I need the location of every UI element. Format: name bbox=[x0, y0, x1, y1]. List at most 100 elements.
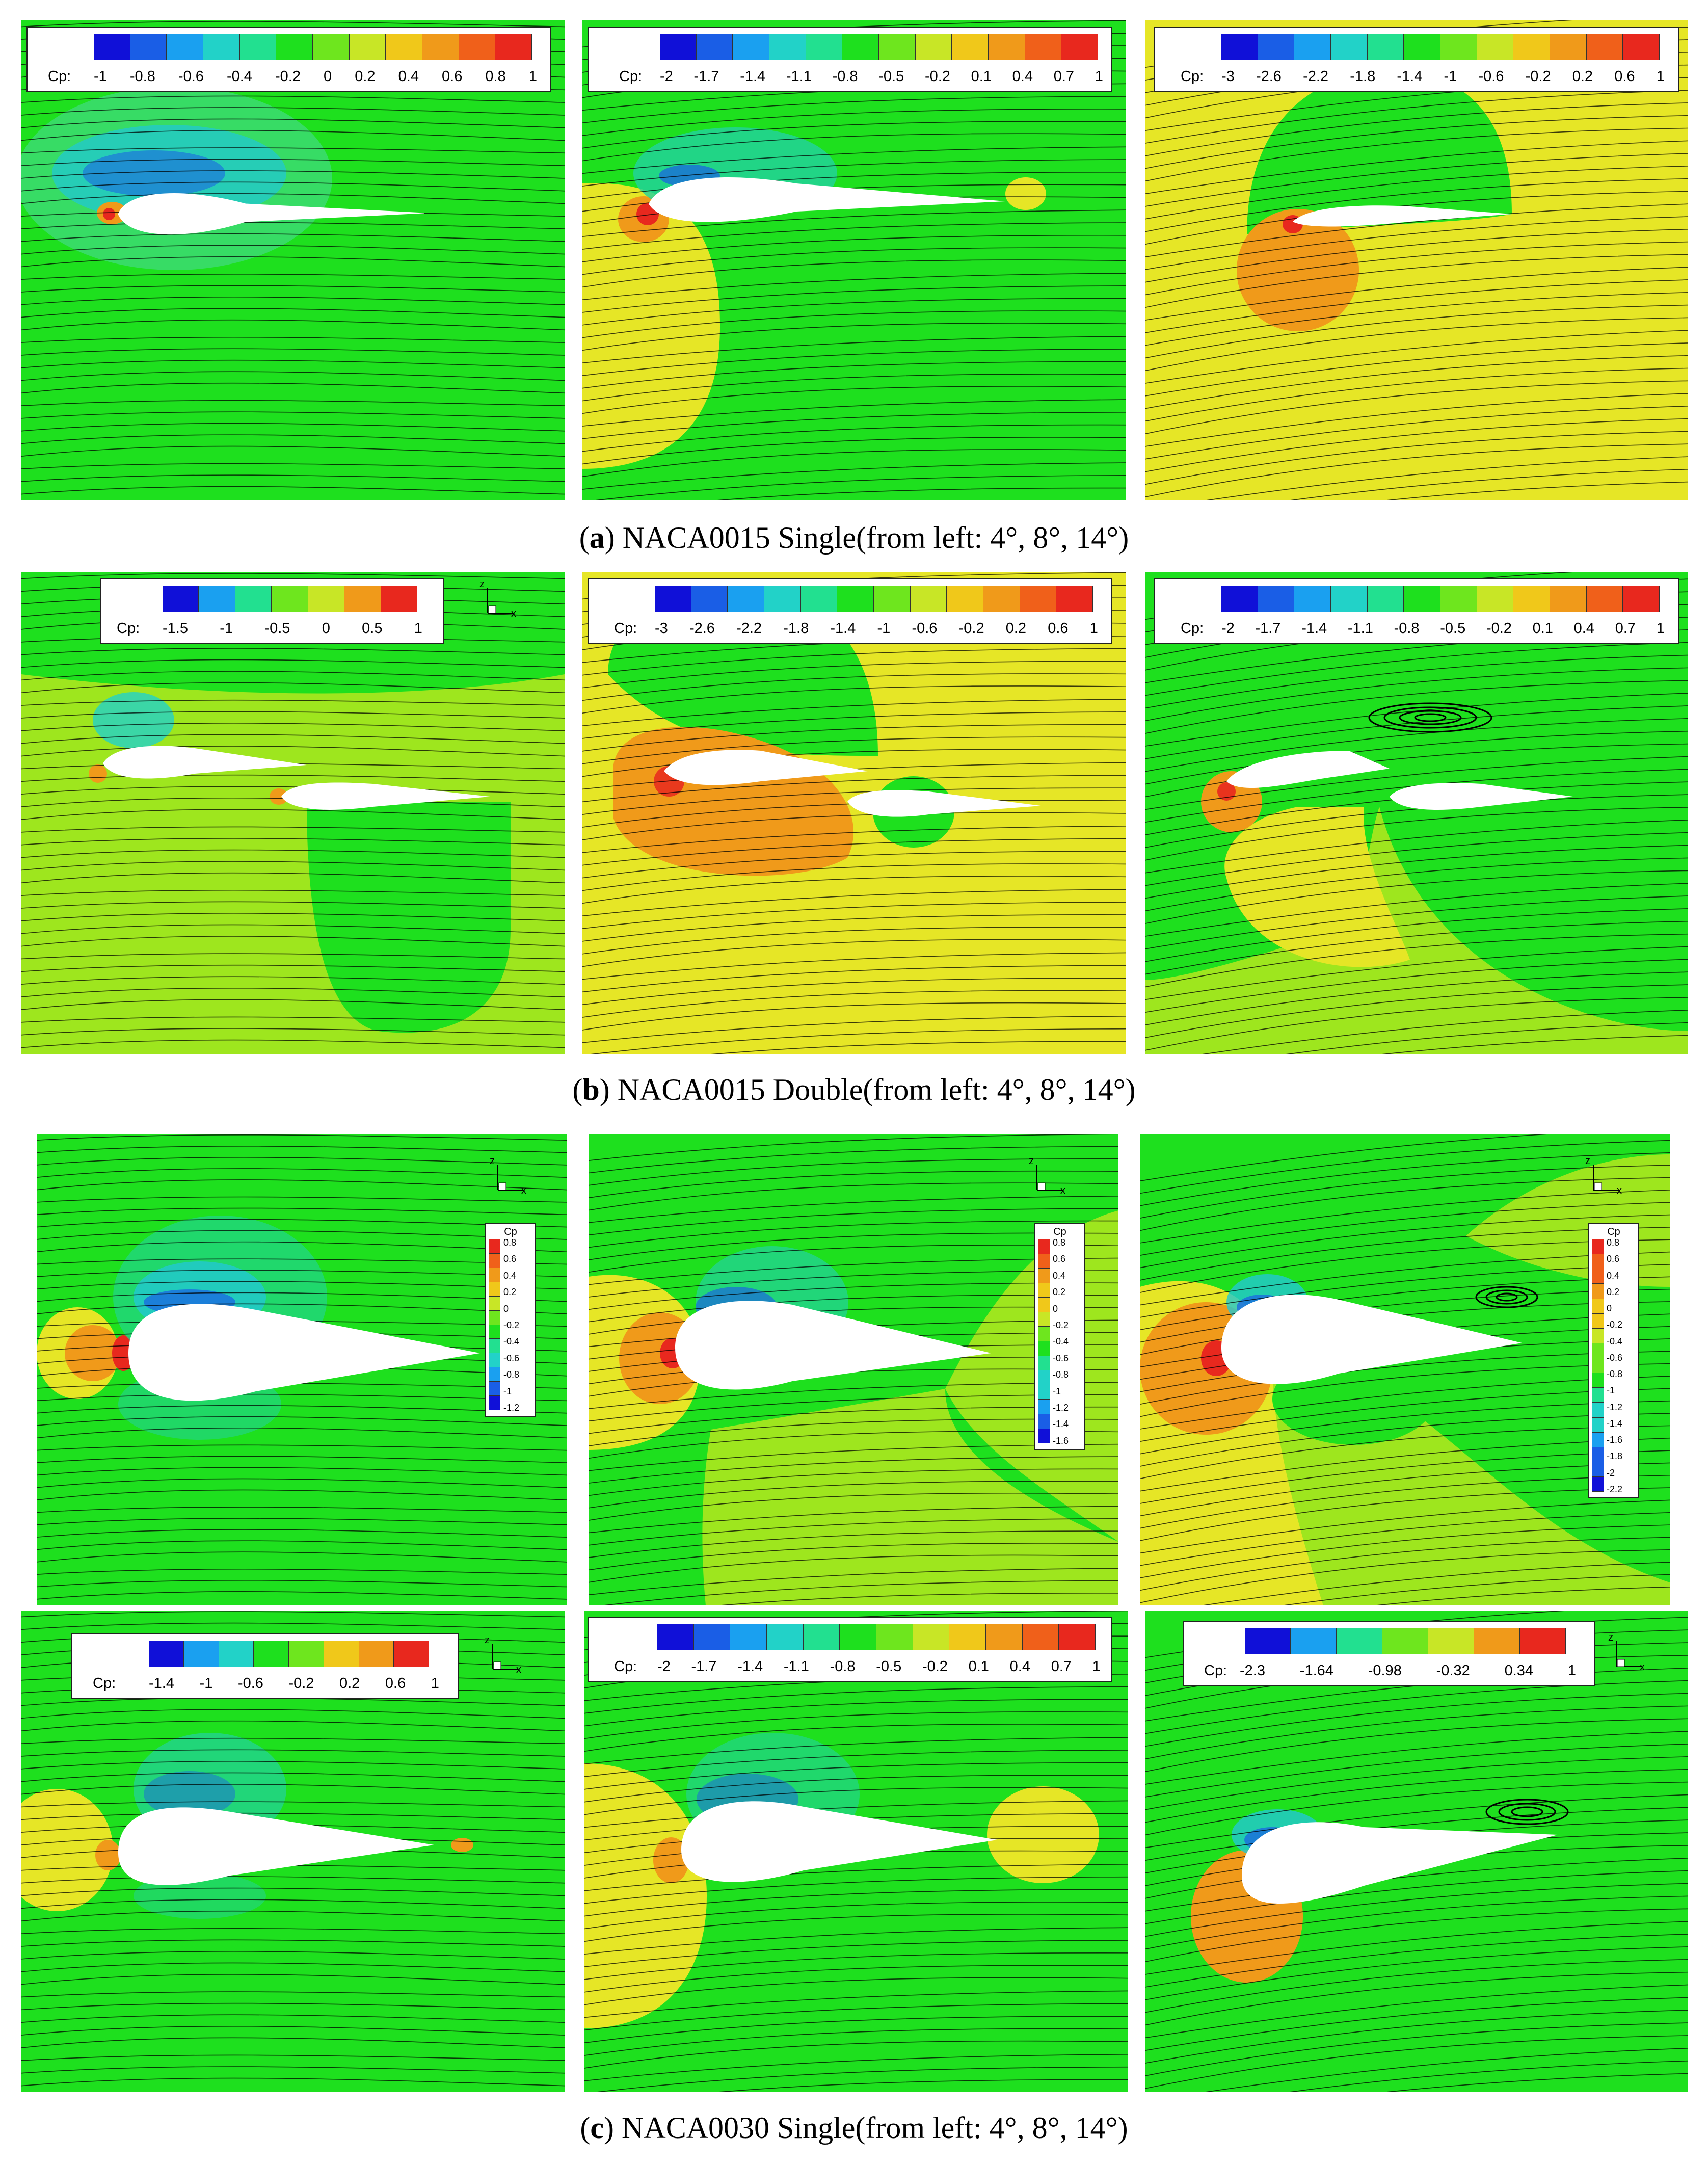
colorbar-ticks: 0.8 0.6 0.4 0.2 0 -0.2 -0.4 -0.6 -0.8 -1 -1.2 -1.4 -… bbox=[1053, 1237, 1069, 1446]
colorbar-swatches bbox=[1221, 586, 1660, 612]
streamline bbox=[1145, 693, 1688, 747]
colorbar-swatch bbox=[1592, 1358, 1604, 1374]
streamline bbox=[584, 1699, 1128, 1727]
streamline bbox=[21, 723, 565, 731]
streamline bbox=[1382, 1035, 1688, 1054]
streamline bbox=[589, 1232, 1118, 1260]
streamline bbox=[582, 711, 1126, 739]
streamline bbox=[582, 978, 1126, 1006]
axis-label-x: x bbox=[1640, 1661, 1645, 1673]
colorbar-swatch bbox=[1513, 34, 1551, 60]
colorbar-swatch bbox=[693, 1624, 731, 1650]
colorbar-tick-label: -0.5 bbox=[878, 68, 904, 85]
streamline bbox=[1140, 1400, 1670, 1455]
streamline bbox=[1140, 1134, 1555, 1181]
colorbar-swatch bbox=[1258, 34, 1295, 60]
colorbar-tick-label: -0.5 bbox=[264, 620, 290, 637]
caption-a: (a) NACA0015 Single(from left: 4°, 8°, 1… bbox=[579, 521, 1129, 555]
colorbar-tick-label: -0.6 bbox=[237, 1675, 263, 1692]
streamline bbox=[710, 487, 1126, 500]
colorbar-tick-label: -2 bbox=[657, 1658, 671, 1675]
streamline bbox=[582, 310, 1126, 338]
streamline bbox=[21, 474, 565, 482]
colorbar-swatch bbox=[489, 1239, 500, 1254]
colorbar-swatch bbox=[1245, 1628, 1291, 1654]
streamline bbox=[37, 1281, 567, 1290]
streamline bbox=[589, 1306, 1118, 1335]
streamline bbox=[37, 1518, 567, 1525]
streamline bbox=[21, 913, 565, 921]
colorbar-swatch bbox=[842, 34, 879, 60]
colorbar-title: Cp: bbox=[619, 68, 643, 85]
streamline bbox=[37, 1416, 567, 1426]
streamline bbox=[37, 1405, 567, 1414]
streamline bbox=[21, 336, 565, 343]
colorbar-swatch bbox=[1513, 586, 1551, 612]
colorbar-tick-label: 1 bbox=[1567, 1662, 1576, 1679]
colorbar-tick-label: 0.4 bbox=[1607, 1270, 1620, 1281]
colorbar-swatch bbox=[879, 34, 916, 60]
streamlines bbox=[37, 1134, 567, 1600]
panel-b2-naca0015-double-8deg: Cp: -3 -2.6 -2.2 -1.8 -1.4 -1 -0.6 -0.2 0.2 0.6 1 bbox=[582, 572, 1126, 1054]
colorbar-ticks: -2 -1.7 -1.4 -1.1 -0.8 -0.5 -0.2 0.1 0.4 0.7 1 bbox=[660, 68, 1103, 85]
colorbar-swatch bbox=[1038, 1370, 1050, 1385]
streamline bbox=[21, 1709, 565, 1719]
streamline bbox=[21, 573, 565, 579]
colorbar-tick-label: -0.6 bbox=[1053, 1353, 1069, 1363]
colorbar-swatch bbox=[1291, 1628, 1337, 1654]
colorbar-tick-label: 0.4 bbox=[1009, 1658, 1030, 1675]
streamline bbox=[1145, 393, 1688, 447]
axes-lines bbox=[1036, 1165, 1062, 1191]
streamline bbox=[21, 924, 565, 934]
streamline bbox=[584, 1914, 1128, 1942]
colorbar-swatch bbox=[489, 1382, 500, 1396]
streamline bbox=[1140, 1264, 1670, 1318]
streamlines bbox=[582, 20, 1126, 500]
streamline bbox=[1145, 1858, 1688, 1912]
streamline bbox=[1145, 2035, 1688, 2089]
streamline bbox=[589, 1196, 1118, 1223]
streamline bbox=[582, 437, 1126, 465]
streamline bbox=[582, 247, 1126, 275]
colorbar-swatch bbox=[289, 1641, 324, 1667]
airfoil bbox=[1242, 1822, 1558, 1904]
colorbar-tick-label: -1.7 bbox=[1255, 620, 1281, 637]
streamline bbox=[1145, 667, 1688, 722]
airfoil-main bbox=[103, 746, 307, 779]
streamline bbox=[21, 2054, 565, 2061]
streamline bbox=[21, 774, 565, 782]
streamline bbox=[1145, 1984, 1688, 2039]
colorbar-swatch bbox=[915, 34, 952, 60]
streamline bbox=[21, 671, 565, 681]
streamline bbox=[593, 2066, 1128, 2092]
streamline bbox=[21, 130, 565, 141]
colorbar-swatches bbox=[163, 586, 417, 612]
streamline bbox=[1145, 971, 1688, 1026]
colorbar-swatch bbox=[1382, 1628, 1428, 1654]
colorbar-swatch bbox=[1025, 34, 1062, 60]
streamline bbox=[1145, 832, 1688, 886]
colorbar-swatch bbox=[655, 586, 691, 612]
streamline bbox=[1140, 1351, 1670, 1405]
streamline bbox=[21, 319, 565, 331]
streamline bbox=[1140, 1487, 1670, 1541]
caption-b: (b) NACA0015 Double(from left: 4°, 8°, 1… bbox=[572, 1073, 1136, 1106]
colorbar-swatch bbox=[1038, 1327, 1050, 1342]
colorbar-tick-label: 0.6 bbox=[442, 68, 463, 85]
colorbar-swatch bbox=[163, 586, 199, 612]
airfoil bbox=[128, 1304, 480, 1401]
colorbar-tick-label: 0.5 bbox=[362, 620, 383, 637]
colorbar-tick-label: -0.4 bbox=[1053, 1336, 1069, 1347]
streamline bbox=[21, 245, 565, 255]
colorbar-tick-label: -1.6 bbox=[1607, 1435, 1623, 1445]
streamline bbox=[21, 21, 565, 28]
colorbar-tick-label: 0.2 bbox=[503, 1287, 517, 1298]
streamline bbox=[1145, 1883, 1688, 1937]
colorbar-tick-label: -0.2 bbox=[1525, 68, 1551, 85]
streamline bbox=[600, 1580, 1118, 1605]
streamline bbox=[584, 2040, 1128, 2069]
streamline bbox=[21, 1622, 565, 1630]
